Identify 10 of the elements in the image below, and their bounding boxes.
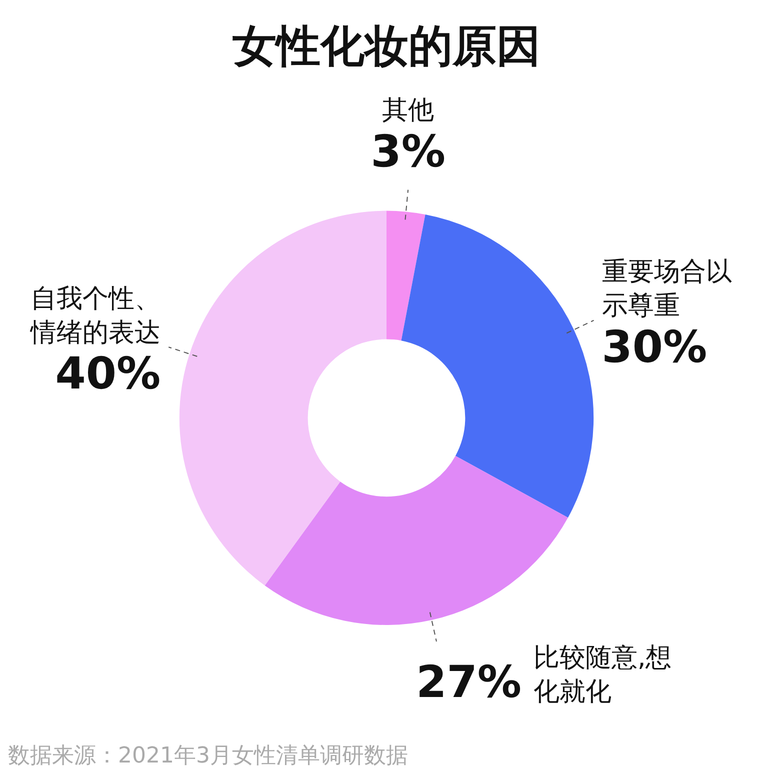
source-note: 数据来源：2021年3月女性清单调研数据 (8, 744, 408, 769)
data-label: 40% (55, 348, 161, 400)
slice-label: 其他 (382, 96, 434, 126)
data-label: 30% (602, 322, 708, 373)
data-label: 3% (370, 126, 446, 178)
data-label: 27% (416, 656, 522, 708)
chart-title: 女性化妆的原因 (232, 20, 540, 72)
slice-label: 比较随意,想化就化 (533, 643, 672, 708)
slice-label: 自我个性、情绪的表达 (30, 284, 161, 348)
slice-label: 重要场合以示尊重 (602, 257, 732, 322)
